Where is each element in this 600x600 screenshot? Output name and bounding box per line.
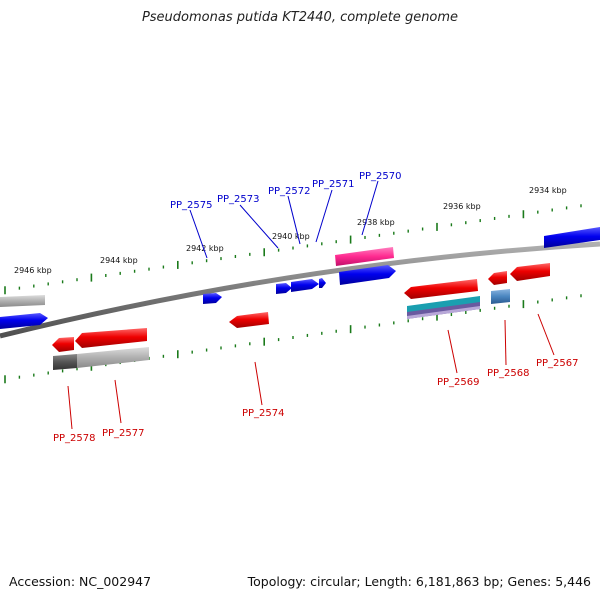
scale-label-2940: 2940 kbp — [272, 232, 310, 241]
scale-ticks-top — [4, 204, 582, 295]
gene-label-pp2572[interactable]: PP_2572 — [268, 186, 311, 197]
top-label-leaders — [189, 180, 379, 259]
gene-feature-pp2568[interactable] — [491, 289, 510, 304]
gene-label-pp2575[interactable]: PP_2575 — [170, 200, 213, 211]
page-title: Pseudomonas putida KT2440, complete geno… — [141, 10, 459, 25]
gene-arrow-pp2577[interactable] — [75, 328, 147, 348]
scale-ticks-bottom — [4, 294, 582, 384]
gene-arrow-pp2574[interactable] — [229, 312, 269, 328]
scale-label-2942: 2942 kbp — [186, 244, 224, 253]
gene-label-pp2571[interactable]: PP_2571 — [312, 179, 355, 190]
gene-arrow-pp2575[interactable] — [203, 293, 222, 304]
reverse-features — [52, 263, 550, 370]
gene-arrow-pp2569[interactable] — [404, 279, 478, 299]
gene-arrow-right-edge-blue[interactable] — [544, 227, 600, 248]
accession-text: Accession: NC_002947 — [9, 574, 152, 589]
gene-arrow-pp2573[interactable] — [276, 283, 292, 294]
gene-feature-dark-grey[interactable] — [53, 354, 77, 370]
scale-label-2936: 2936 kbp — [443, 202, 481, 211]
scale-label-2934: 2934 kbp — [529, 186, 567, 195]
gene-label-pp2578[interactable]: PP_2578 — [53, 433, 96, 444]
gene-arrow-pp2572[interactable] — [291, 279, 319, 292]
gene-label-pp2570[interactable]: PP_2570 — [359, 171, 402, 182]
gene-label-pp2574[interactable]: PP_2574 — [242, 408, 285, 419]
gene-label-pp2577[interactable]: PP_2577 — [102, 428, 145, 439]
forward-features — [0, 227, 600, 329]
scale-label-2944: 2944 kbp — [100, 256, 138, 265]
genome-backbone — [0, 241, 600, 339]
scale-label-2946: 2946 kbp — [14, 266, 52, 275]
bottom-label-leaders — [67, 313, 555, 430]
gene-arrow-red-small[interactable] — [488, 271, 507, 285]
gene-label-pp2567[interactable]: PP_2567 — [536, 358, 579, 369]
gene-arrow-pp2567[interactable] — [510, 263, 550, 281]
gene-label-pp2569[interactable]: PP_2569 — [437, 377, 480, 388]
gene-arrow-left-edge-blue[interactable] — [0, 313, 48, 329]
gene-label-pp2573[interactable]: PP_2573 — [217, 194, 260, 205]
gene-arrow-pp2571[interactable] — [319, 278, 326, 288]
scale-label-2938: 2938 kbp — [357, 218, 395, 227]
gene-arrow-pp2570[interactable] — [339, 265, 396, 285]
gene-feature-teal[interactable] — [407, 296, 480, 313]
gene-feature-lavender[interactable] — [407, 306, 480, 319]
gene-arrow-left-edge-grey[interactable] — [0, 295, 45, 307]
gene-feature-light-grey[interactable] — [77, 347, 149, 368]
gene-feature-pink[interactable] — [335, 247, 394, 266]
genome-summary-text: Topology: circular; Length: 6,181,863 bp… — [247, 574, 591, 589]
gene-arrow-pp2578[interactable] — [52, 337, 74, 352]
gene-label-pp2568[interactable]: PP_2568 — [487, 368, 530, 379]
